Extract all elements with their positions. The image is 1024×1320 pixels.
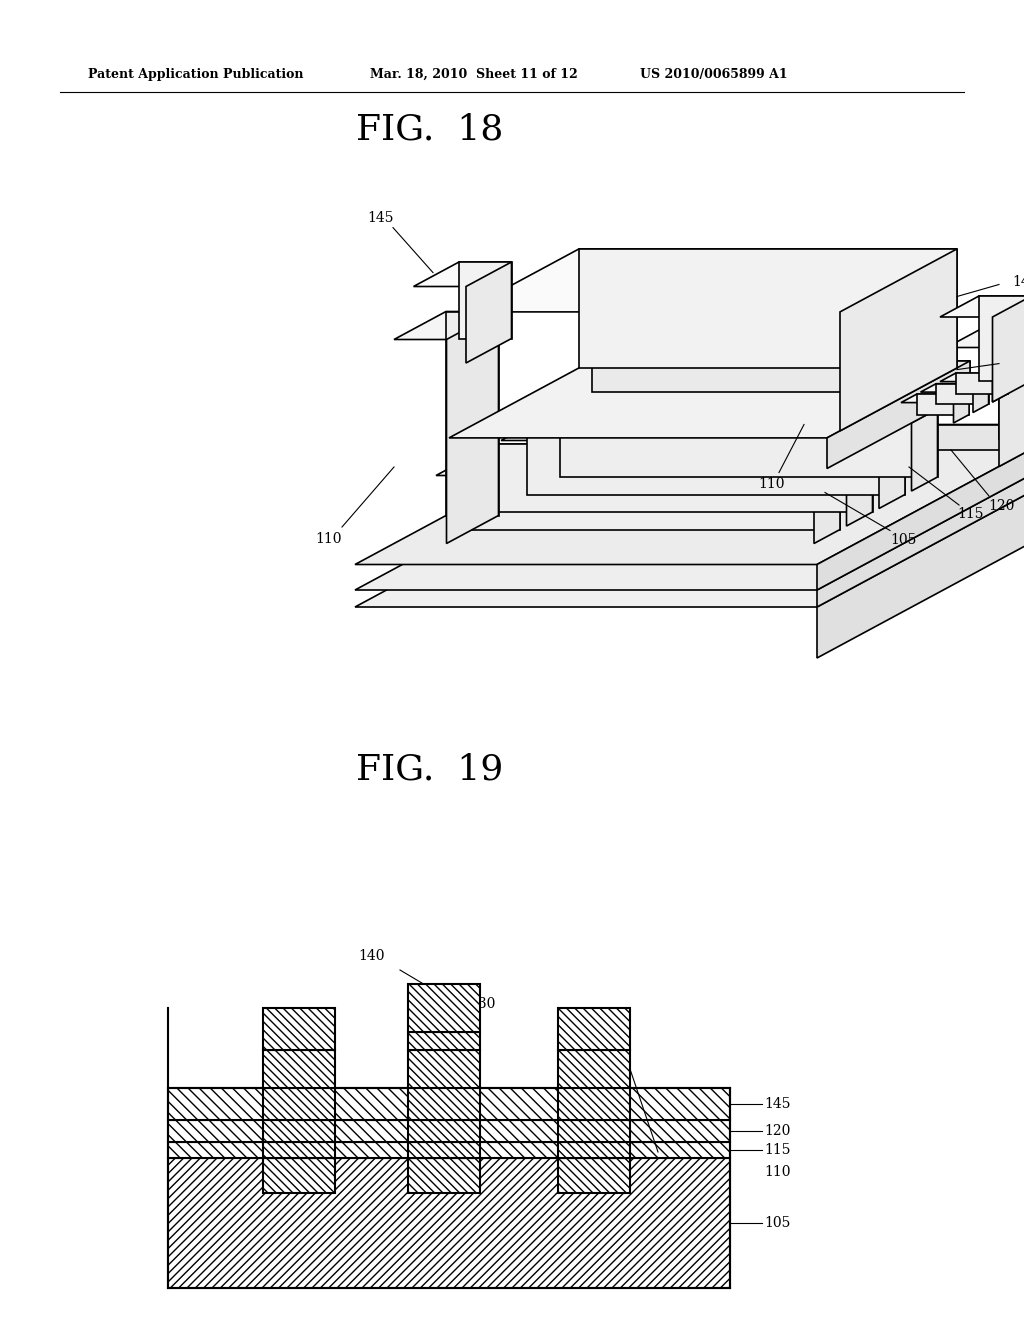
Polygon shape [817, 425, 1024, 590]
Bar [558, 1119, 630, 1142]
Polygon shape [459, 261, 512, 338]
Bar [263, 1088, 335, 1119]
Polygon shape [817, 467, 1024, 657]
Text: US 2010/0065899 A1: US 2010/0065899 A1 [640, 69, 787, 81]
Polygon shape [916, 395, 969, 414]
Text: 115: 115 [957, 507, 984, 521]
Text: 130: 130 [1012, 355, 1024, 370]
Polygon shape [940, 296, 1024, 317]
Bar [408, 1142, 480, 1158]
Polygon shape [955, 374, 1008, 393]
Polygon shape [998, 319, 1024, 438]
Polygon shape [394, 312, 499, 339]
Polygon shape [979, 296, 1024, 381]
Polygon shape [469, 444, 872, 458]
Polygon shape [940, 374, 1008, 381]
Bar [408, 1088, 480, 1119]
Polygon shape [355, 425, 1024, 565]
Bar [263, 1008, 335, 1049]
Polygon shape [462, 462, 840, 529]
Polygon shape [946, 319, 1024, 347]
Polygon shape [936, 384, 988, 404]
Polygon shape [355, 450, 1024, 590]
Text: 145: 145 [764, 1097, 791, 1111]
Text: 110: 110 [759, 478, 785, 491]
Polygon shape [827, 360, 970, 469]
Bar [168, 1088, 730, 1119]
Polygon shape [495, 444, 872, 512]
Bar [263, 1049, 335, 1088]
Bar [558, 1008, 630, 1049]
Bar [408, 1032, 480, 1049]
Text: Patent Application Publication: Patent Application Publication [88, 69, 303, 81]
Polygon shape [992, 374, 1008, 403]
Polygon shape [814, 462, 840, 544]
Bar [558, 1049, 630, 1088]
Text: 105: 105 [764, 1216, 791, 1230]
Bar [263, 1142, 335, 1158]
Text: 140: 140 [1012, 276, 1024, 289]
Bar [263, 1119, 335, 1142]
Bar [408, 1119, 480, 1142]
Text: 140: 140 [358, 949, 385, 964]
Text: 105: 105 [890, 532, 916, 546]
Polygon shape [953, 395, 969, 422]
Polygon shape [414, 261, 512, 286]
Text: 110: 110 [764, 1166, 791, 1179]
Text: FIG.  18: FIG. 18 [356, 112, 504, 147]
Polygon shape [615, 450, 1024, 467]
Bar [558, 1158, 630, 1193]
Bar [168, 1119, 730, 1142]
Bar [558, 1142, 630, 1158]
Polygon shape [579, 249, 957, 368]
Polygon shape [901, 395, 969, 403]
Polygon shape [973, 384, 988, 412]
Text: 120: 120 [988, 499, 1014, 513]
Polygon shape [559, 409, 938, 477]
Polygon shape [446, 312, 499, 516]
Polygon shape [615, 425, 1024, 450]
Polygon shape [817, 450, 1024, 607]
Polygon shape [527, 426, 905, 495]
Bar [408, 983, 480, 1032]
Polygon shape [501, 426, 905, 441]
Text: 115: 115 [764, 1143, 791, 1158]
Polygon shape [534, 409, 938, 422]
Polygon shape [847, 444, 872, 525]
Polygon shape [466, 261, 512, 363]
Polygon shape [921, 384, 988, 392]
Text: FIG.  19: FIG. 19 [356, 752, 504, 785]
Polygon shape [449, 360, 970, 438]
Polygon shape [879, 426, 905, 508]
Polygon shape [615, 467, 1024, 517]
Polygon shape [999, 319, 1024, 466]
Polygon shape [355, 467, 1024, 607]
Polygon shape [911, 409, 938, 491]
Bar [168, 1158, 730, 1288]
Bar [168, 1142, 730, 1158]
Text: 120: 120 [764, 1125, 791, 1138]
Bar [558, 1088, 630, 1119]
Text: 145: 145 [368, 211, 394, 224]
Polygon shape [592, 360, 970, 392]
Text: 130: 130 [469, 997, 496, 1011]
Polygon shape [446, 312, 499, 544]
Polygon shape [462, 249, 957, 312]
Polygon shape [436, 462, 840, 475]
Bar [408, 1049, 480, 1088]
Bar [263, 1158, 335, 1193]
Bar [408, 1158, 480, 1193]
Polygon shape [992, 296, 1024, 403]
Text: Mar. 18, 2010  Sheet 11 of 12: Mar. 18, 2010 Sheet 11 of 12 [370, 69, 578, 81]
Polygon shape [840, 249, 957, 430]
Text: 110: 110 [315, 532, 342, 546]
